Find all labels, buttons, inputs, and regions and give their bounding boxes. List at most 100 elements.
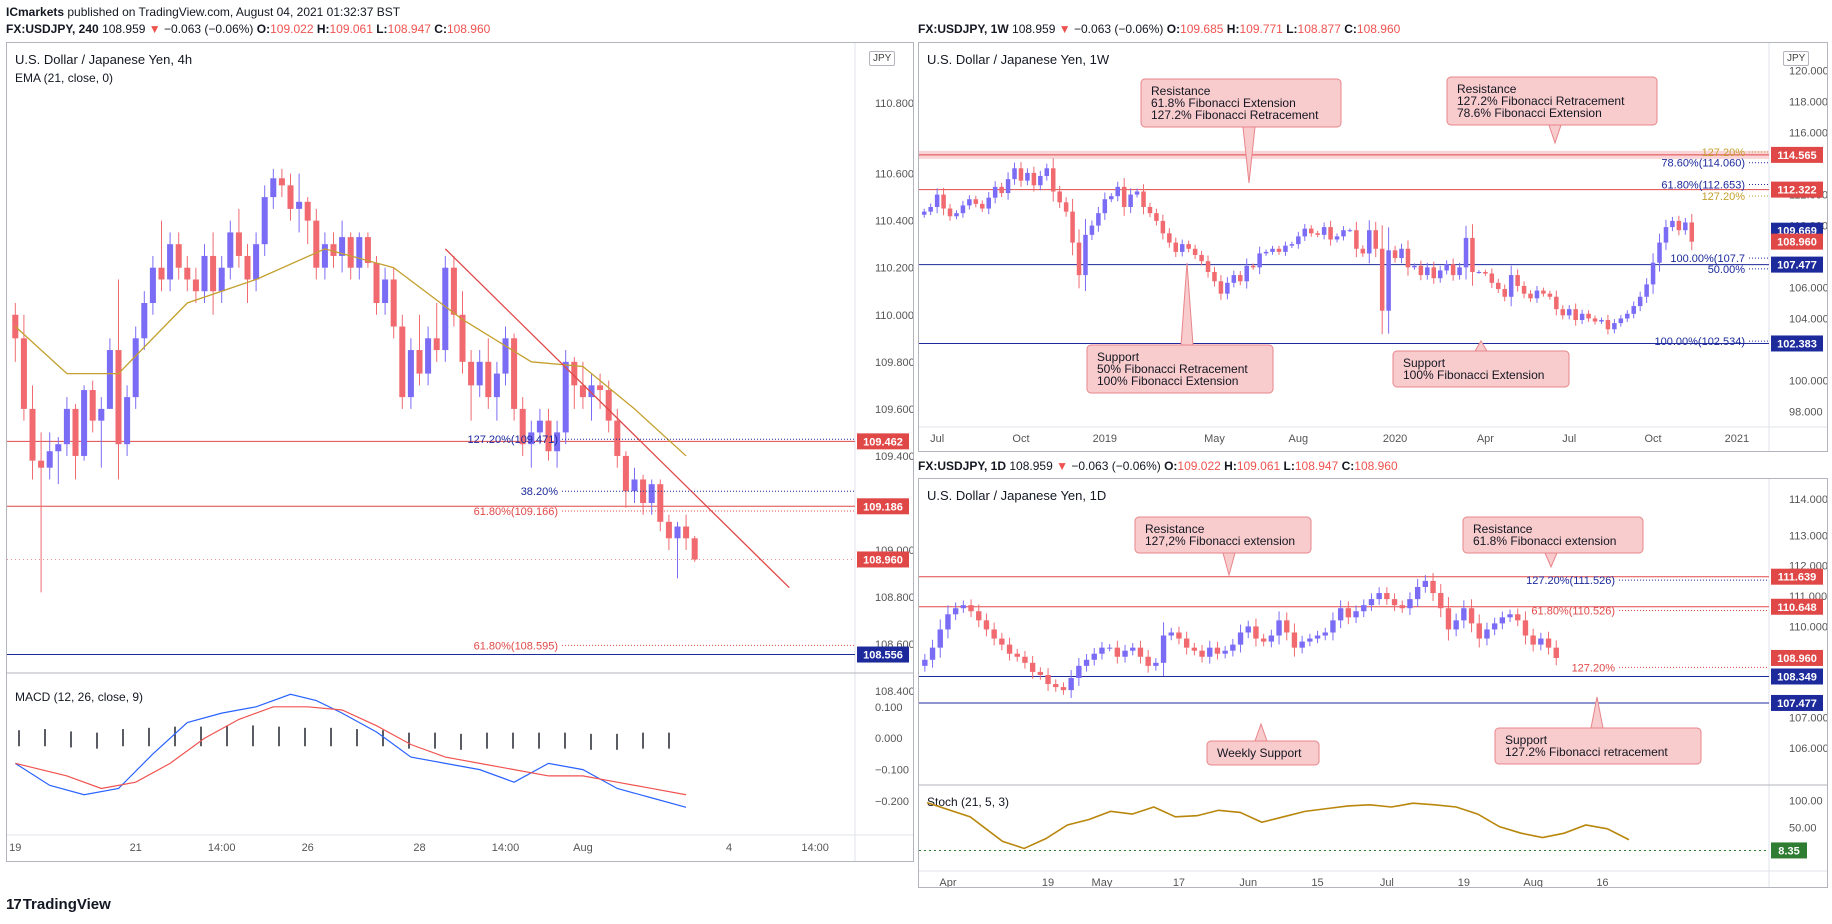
h4-chart-title: U.S. Dollar / Japanese Yen, 4h — [15, 52, 193, 67]
x-tick-label: Oct — [1012, 433, 1029, 445]
y-tick-label: 109.800 — [875, 357, 913, 369]
tradingview-logo[interactable]: 17 TradingView — [6, 896, 111, 913]
candle-body — [1522, 620, 1529, 636]
w1-currency-badge[interactable]: JPY — [1783, 51, 1810, 66]
candle-body — [124, 397, 131, 445]
resistance-callout-text: 61.8% Fibonacci extension — [1473, 534, 1616, 548]
h4-high: 109.061 — [329, 22, 373, 36]
candle-body — [1337, 608, 1344, 621]
candle-body — [622, 455, 629, 492]
support-callout-text: Support — [1097, 350, 1140, 364]
ema-line — [14, 248, 687, 457]
support-callout-text: 100% Fibonacci Extension — [1097, 374, 1238, 388]
candle-body — [1384, 593, 1390, 600]
d1-chart-title: U.S. Dollar / Japanese Yen, 1D — [927, 488, 1107, 503]
candle-body — [356, 237, 363, 268]
candle-body — [1437, 270, 1443, 279]
w1-symbol: FX:USDJPY, 1W — [918, 22, 1009, 36]
support-callout-text: 127.2% Fibonacci retracement — [1505, 745, 1668, 759]
y-tick-label: 110.400 — [875, 216, 913, 228]
y-tick-label: 109.400 — [875, 451, 913, 463]
candle-body — [1244, 265, 1249, 282]
candle-body — [921, 211, 927, 215]
candle-body — [1141, 191, 1146, 207]
price-tag — [1771, 598, 1823, 615]
candle-body — [347, 237, 354, 268]
price-tag — [1771, 649, 1823, 666]
stoch-tick-label: 50.00 — [1789, 823, 1817, 835]
fib-level-label: 127.20% — [1572, 662, 1616, 674]
candle-body — [1599, 319, 1604, 322]
w1-symbol-line: FX:USDJPY, 1W 108.959 ▼ −0.063 (−0.06%) … — [918, 22, 1401, 36]
y-tick-label: 116.000 — [1789, 128, 1827, 140]
price-tag — [857, 498, 909, 515]
macd-line — [14, 693, 687, 808]
d1-price: 108.959 — [1009, 459, 1053, 473]
candle-body — [1689, 222, 1695, 242]
y-tick-label: 110.000 — [1789, 621, 1827, 633]
fib-level-label: 61.80%(108.595) — [474, 640, 558, 652]
candle-body — [579, 385, 586, 398]
publication-info: published on TradingView.com, August 04,… — [67, 5, 401, 19]
candle-body — [986, 197, 991, 209]
candle-body — [1405, 248, 1411, 268]
candle-body — [1068, 677, 1074, 691]
candle-body — [1076, 242, 1082, 276]
candle-body — [321, 244, 328, 268]
candle-body — [967, 199, 972, 206]
candle-body — [158, 267, 165, 280]
d1-chart-panel[interactable]: U.S. Dollar / Japanese Yen, 1D Stoch (21… — [918, 478, 1828, 888]
candle-body — [1605, 319, 1611, 330]
price-tag — [1771, 694, 1823, 711]
candle-body — [373, 263, 380, 303]
candle-body — [1444, 264, 1449, 271]
candle-body — [1283, 245, 1288, 252]
candle-body — [244, 255, 251, 280]
candle-body — [983, 620, 990, 630]
candle-body — [1663, 227, 1669, 243]
w1-close: 108.960 — [1356, 22, 1401, 36]
candle-body — [1612, 323, 1617, 330]
d1-chart-svg: 114.000113.000112.000111.000110.000107.0… — [919, 479, 1827, 887]
candle-body — [1167, 233, 1172, 243]
candle-body — [1468, 608, 1475, 624]
support-callout-pointer — [1180, 262, 1194, 346]
h4-chart-panel[interactable]: U.S. Dollar / Japanese Yen, 4h EMA (21, … — [6, 42, 914, 862]
candle-body — [1579, 313, 1585, 320]
candle-body — [648, 484, 655, 503]
candle-body — [929, 647, 936, 660]
price-tag-label: 108.960 — [1777, 653, 1817, 665]
price-tag — [1771, 335, 1823, 352]
candle-body — [1554, 296, 1559, 310]
candle-body — [1183, 638, 1190, 648]
candle-body — [1650, 262, 1656, 285]
candle-body — [1637, 296, 1643, 307]
macd-tick-label: −0.200 — [875, 796, 909, 808]
price-tag-label: 109.186 — [863, 501, 903, 513]
candle-body — [1186, 244, 1191, 249]
x-tick-label: Jul — [1562, 433, 1576, 445]
candle-body — [1676, 220, 1682, 231]
candle-body — [1222, 650, 1228, 654]
w1-chart-panel[interactable]: U.S. Dollar / Japanese Yen, 1W JPY 120.0… — [918, 42, 1828, 452]
candle-body — [106, 350, 113, 409]
signal-line — [15, 706, 687, 796]
candle-body — [1592, 318, 1598, 322]
candle-body — [1445, 608, 1452, 630]
candle-body — [63, 408, 70, 445]
support-callout-pointer — [1590, 696, 1604, 729]
candle-body — [1483, 271, 1488, 274]
candle-body — [12, 314, 19, 339]
candle-body — [1263, 251, 1269, 254]
candle-body — [1006, 644, 1013, 654]
candle-body — [1122, 650, 1128, 657]
candle-body — [1029, 662, 1036, 672]
candle-body — [278, 178, 285, 186]
tradingview-logo-icon: 17 — [6, 896, 22, 913]
fib-level-label: 127.20%(109.471) — [467, 434, 558, 446]
h4-currency-badge[interactable]: JPY — [869, 51, 896, 66]
candle-body — [1276, 248, 1282, 252]
candle-body — [1476, 623, 1482, 639]
candle-body — [1130, 647, 1136, 651]
down-arrow-icon: ▼ — [148, 22, 161, 36]
